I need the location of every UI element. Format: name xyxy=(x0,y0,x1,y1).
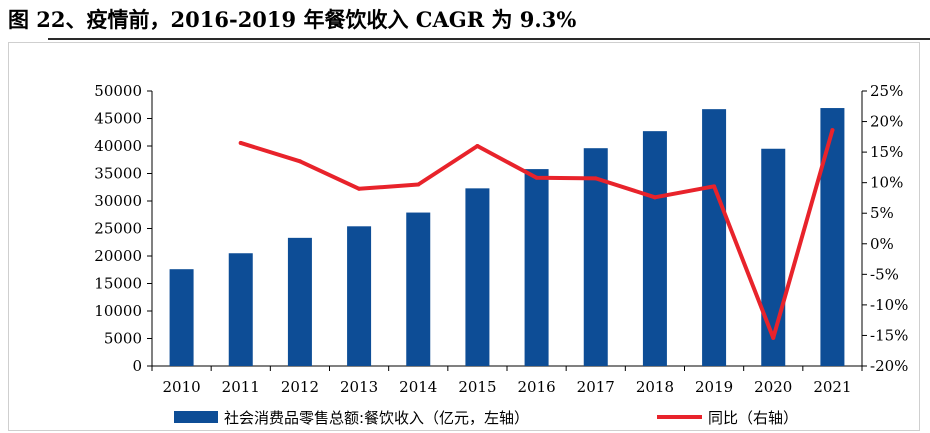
x-tick-label: 2011 xyxy=(222,378,260,396)
legend-swatch-bar xyxy=(174,411,218,423)
right-tick-label: 0% xyxy=(870,235,894,253)
right-tick-label: 15% xyxy=(870,143,903,161)
bar-2014 xyxy=(406,212,431,366)
line-series xyxy=(238,128,835,340)
x-tick-label: 2015 xyxy=(458,378,496,396)
right-tick-label: 25% xyxy=(870,82,903,100)
chart-title: 图 22、疫情前，2016-2019 年餐饮收入 CAGR 为 9.3% xyxy=(8,7,577,32)
line-point-2019 xyxy=(712,184,717,189)
bar-2021 xyxy=(820,108,845,367)
chart-frame xyxy=(8,42,920,431)
x-tick-label: 2010 xyxy=(162,378,200,396)
left-tick-label: 0 xyxy=(132,357,142,375)
bar-series xyxy=(169,108,845,367)
bar-2016 xyxy=(524,169,549,366)
bar-2017 xyxy=(583,148,608,366)
x-tick-label: 2014 xyxy=(399,378,437,396)
legend-label-bar: 社会消费品零售总额:餐饮收入（亿元，左轴） xyxy=(224,409,529,427)
right-tick-label: -20% xyxy=(870,357,908,375)
title-underline xyxy=(48,38,930,40)
right-tick-label: -10% xyxy=(870,296,908,314)
x-tick-label: 2021 xyxy=(813,378,851,396)
right-tick-label: 20% xyxy=(870,113,903,131)
x-tick-label: 2013 xyxy=(340,378,378,396)
left-tick-label: 35000 xyxy=(94,165,142,183)
bar-2019 xyxy=(702,109,727,367)
x-tick-label: 2018 xyxy=(636,378,674,396)
left-tick-label: 5000 xyxy=(104,330,142,348)
bar-2012 xyxy=(287,237,312,366)
line-point-2013 xyxy=(357,186,362,191)
right-tick-label: 5% xyxy=(870,204,894,222)
x-tick-label: 2019 xyxy=(695,378,733,396)
left-tick-label: 30000 xyxy=(94,192,142,210)
right-tick-label: 10% xyxy=(870,174,903,192)
left-tick-label: 40000 xyxy=(94,137,142,155)
line-point-2015 xyxy=(475,144,480,148)
right-tick-label: -5% xyxy=(870,265,899,283)
bar-2018 xyxy=(642,131,667,366)
x-tick-label: 2012 xyxy=(281,378,319,396)
tick-labels: 0 5000 10000 15000 20000 25000 30000 35000 40000… xyxy=(94,82,908,396)
left-tick-label: 20000 xyxy=(94,247,142,265)
bar-2020 xyxy=(761,148,786,366)
line-point-2011 xyxy=(238,140,243,145)
left-tick-label: 45000 xyxy=(94,110,142,128)
left-tick-label: 15000 xyxy=(94,275,142,293)
line-point-2012 xyxy=(297,159,302,164)
right-tick-label: -15% xyxy=(870,326,908,344)
line-point-2017 xyxy=(593,176,598,181)
bar-2011 xyxy=(228,253,253,366)
bar-2013 xyxy=(347,226,372,366)
axes xyxy=(147,90,867,371)
left-tick-label: 50000 xyxy=(94,82,142,100)
legend-label-line: 同比（右轴） xyxy=(708,409,798,427)
line-point-2016 xyxy=(534,175,539,180)
line-point-2021 xyxy=(830,128,835,133)
bar-2015 xyxy=(465,188,490,366)
x-tick-label: 2017 xyxy=(577,378,615,396)
x-tick-label: 2020 xyxy=(754,378,792,396)
line-point-2020 xyxy=(771,335,776,340)
legend: 社会消费品零售总额:餐饮收入（亿元，左轴） 同比（右轴） xyxy=(174,409,798,427)
x-tick-label: 2016 xyxy=(517,378,555,396)
line-point-2018 xyxy=(652,195,657,200)
left-tick-label: 25000 xyxy=(94,220,142,238)
left-tick-label: 10000 xyxy=(94,302,142,320)
bar-2010 xyxy=(169,269,194,366)
line-point-2014 xyxy=(416,182,421,187)
